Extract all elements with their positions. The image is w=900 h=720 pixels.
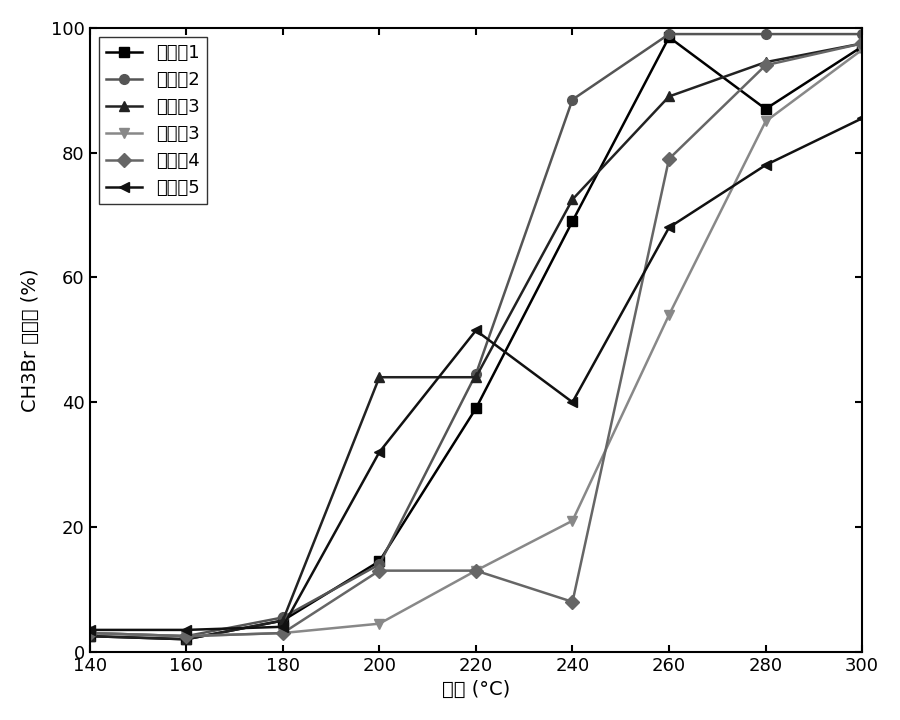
实施例2 (663, 30, 674, 38)
实施例2 (181, 632, 192, 641)
对比例5 (857, 114, 868, 122)
Legend: 实施例1, 实施例2, 实施例3, 对比例3, 对比例4, 对比例5: 实施例1, 实施例2, 实施例3, 对比例3, 对比例4, 对比例5 (99, 37, 208, 204)
对比例5 (85, 626, 95, 634)
实施例3 (374, 373, 385, 382)
Line: 对比例4: 对比例4 (85, 39, 867, 641)
对比例4 (374, 567, 385, 575)
对比例3 (374, 619, 385, 628)
Line: 对比例5: 对比例5 (85, 114, 867, 635)
实施例1 (663, 33, 674, 42)
对比例5 (181, 626, 192, 634)
实施例2 (374, 560, 385, 569)
对比例5 (374, 448, 385, 456)
对比例4 (567, 598, 578, 606)
对比例3 (277, 629, 288, 637)
实施例1 (471, 404, 482, 413)
对比例4 (471, 567, 482, 575)
对比例4 (663, 155, 674, 163)
对比例4 (181, 632, 192, 641)
实施例3 (471, 373, 482, 382)
对比例4 (85, 629, 95, 637)
对比例5 (471, 326, 482, 335)
Line: 实施例2: 实施例2 (85, 30, 867, 641)
对比例4 (277, 629, 288, 637)
实施例3 (857, 39, 868, 48)
实施例1 (760, 104, 771, 113)
Line: 实施例1: 实施例1 (85, 32, 867, 644)
对比例3 (567, 516, 578, 525)
实施例2 (567, 95, 578, 104)
Y-axis label: CH3Br 转化率 (%): CH3Br 转化率 (%) (21, 268, 40, 412)
对比例3 (663, 310, 674, 319)
对比例3 (760, 117, 771, 126)
对比例4 (857, 39, 868, 48)
实施例3 (85, 632, 95, 641)
对比例3 (471, 567, 482, 575)
对比例5 (567, 398, 578, 407)
对比例3 (85, 629, 95, 637)
实施例2 (277, 613, 288, 622)
对比例3 (181, 632, 192, 641)
实施例1 (85, 632, 95, 641)
Line: 实施例3: 实施例3 (85, 39, 867, 644)
对比例5 (663, 223, 674, 232)
实施例2 (85, 629, 95, 637)
实施例1 (857, 42, 868, 51)
实施例1 (181, 635, 192, 644)
实施例2 (471, 370, 482, 379)
实施例3 (277, 616, 288, 625)
实施例3 (760, 58, 771, 66)
实施例3 (567, 195, 578, 204)
对比例3 (857, 45, 868, 54)
对比例5 (277, 623, 288, 631)
实施例3 (663, 92, 674, 101)
实施例1 (374, 557, 385, 566)
对比例5 (760, 161, 771, 169)
实施例2 (857, 30, 868, 38)
实施例1 (277, 616, 288, 625)
实施例2 (760, 30, 771, 38)
实施例1 (567, 217, 578, 225)
对比例4 (760, 61, 771, 70)
实施例3 (181, 635, 192, 644)
Line: 对比例3: 对比例3 (85, 45, 867, 641)
X-axis label: 温度 (°C): 温度 (°C) (442, 680, 510, 699)
